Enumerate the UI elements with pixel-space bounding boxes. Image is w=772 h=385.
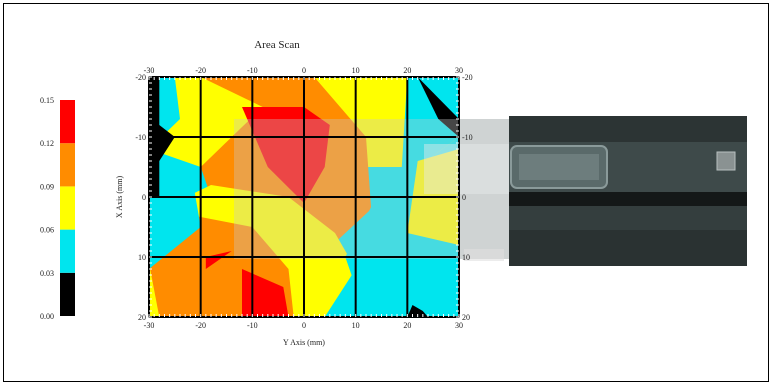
colorbar-swatch xyxy=(60,229,75,273)
y-axis-label: X Axis (mm) xyxy=(115,176,124,219)
colorbar-label: 0.03 xyxy=(40,269,54,278)
x-tick-label-bottom: -20 xyxy=(195,321,206,330)
contour-region-8 xyxy=(242,107,330,203)
x-ticks-top: -30 -20 -10 0 10 20 30 xyxy=(144,66,463,75)
x-tick-label-top: -10 xyxy=(247,66,258,75)
y-ticks-left: -20 -10 0 10 20 xyxy=(135,73,146,322)
x-tick-label-bottom: -10 xyxy=(247,321,258,330)
grid-lines xyxy=(148,76,460,318)
contour-region-9 xyxy=(205,251,232,269)
x-tick-label-top: -20 xyxy=(195,66,206,75)
chart-frame: Area Scan -30 -20 -10 0 10 20 30 -30 -20 -10 0 10 2… xyxy=(3,3,769,382)
colorbar-swatch xyxy=(60,272,75,316)
area-scan-chart: Area Scan -30 -20 -10 0 10 20 30 -30 -20 -10 0 10 2… xyxy=(40,39,747,347)
x-tick-label-top: 0 xyxy=(302,66,306,75)
colorbar-label: 0.12 xyxy=(40,139,54,148)
y-tick-label-right: 10 xyxy=(462,253,470,262)
chart-title: Area Scan xyxy=(254,39,300,51)
x-tick-label-bottom: 30 xyxy=(455,321,463,330)
contour-region-5 xyxy=(149,149,201,269)
x-axis-label: Y Axis (mm) xyxy=(283,338,325,347)
y-tick-label-left: 10 xyxy=(138,253,146,262)
colorbar: 0.00 0.03 0.06 0.09 0.12 0.15 xyxy=(40,96,75,321)
y-tick-label-left: 0 xyxy=(142,193,146,202)
contour-region-12 xyxy=(417,77,459,137)
x-tick-label-top: 20 xyxy=(403,66,411,75)
colorbar-swatch xyxy=(60,186,75,230)
x-tick-label-top: -30 xyxy=(144,66,155,75)
x-tick-label-top: 10 xyxy=(352,66,360,75)
device-photo-overlay xyxy=(234,116,747,266)
y-tick-label-right: -20 xyxy=(462,73,473,82)
y-tick-label-right: -10 xyxy=(462,133,473,142)
x-ticks-bottom: -30 -20 -10 0 10 20 30 xyxy=(144,321,463,330)
y-tick-label-left: 20 xyxy=(138,313,146,322)
x-tick-label-top: 30 xyxy=(455,66,463,75)
x-tick-label-bottom: 20 xyxy=(403,321,411,330)
x-tick-label-bottom: 0 xyxy=(302,321,306,330)
colorbar-swatch xyxy=(60,143,75,187)
y-ticks-right: -20 -10 0 10 20 xyxy=(462,73,473,322)
colorbar-label: 0.06 xyxy=(40,226,54,235)
colorbar-label: 0.09 xyxy=(40,182,54,191)
y-tick-label-right: 20 xyxy=(462,313,470,322)
colorbar-label: 0.00 xyxy=(40,312,54,321)
colorbar-label: 0.15 xyxy=(40,96,54,105)
x-tick-label-bottom: -30 xyxy=(144,321,155,330)
y-tick-label-left: -10 xyxy=(135,133,146,142)
y-tick-label-right: 0 xyxy=(462,193,466,202)
y-tick-label-left: -20 xyxy=(135,73,146,82)
colorbar-swatch xyxy=(60,100,75,144)
x-tick-label-bottom: 10 xyxy=(352,321,360,330)
contour-region-10 xyxy=(242,269,289,317)
